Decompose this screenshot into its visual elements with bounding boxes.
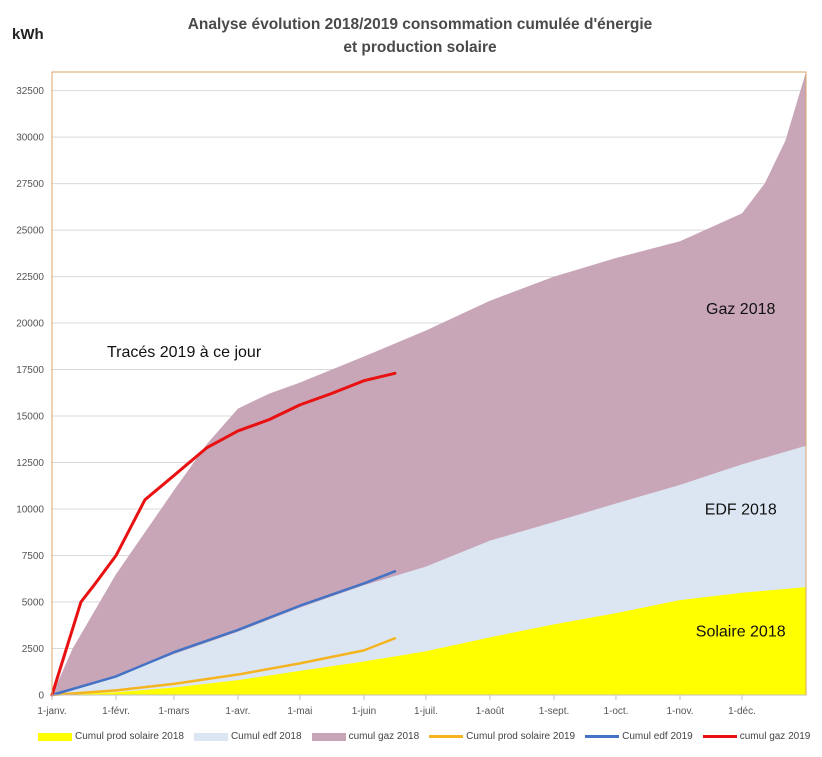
- legend-swatch-4: [585, 735, 620, 738]
- y-tick-label-27500: 27500: [16, 179, 44, 190]
- line-cumul-edf-2019: [50, 570, 397, 697]
- legend-item-3: Cumul prod solaire 2019: [429, 731, 575, 742]
- y-tick-label-7500: 7500: [22, 551, 45, 562]
- area-label-2: Solaire 2018: [696, 623, 786, 640]
- legend-item-1: Cumul edf 2018: [193, 731, 302, 742]
- legend-item-4: Cumul edf 2019: [585, 731, 693, 742]
- area-cumul-prod-solaire-2018: [52, 587, 806, 695]
- line-series: [50, 371, 397, 697]
- area-label-0: Gaz 2018: [706, 301, 775, 318]
- y-tick-label-2500: 2500: [22, 644, 45, 655]
- x-tick-label-2: 1-mars: [158, 706, 189, 717]
- area-label-1: EDF 2018: [705, 502, 777, 519]
- legend-label-0: Cumul prod solaire 2018: [75, 731, 184, 742]
- legend-swatch-5: [702, 735, 737, 738]
- y-tick-label-10000: 10000: [16, 505, 44, 516]
- x-tick-label-11: 1-déc.: [728, 706, 756, 717]
- y-tick-label-15000: 15000: [16, 412, 44, 423]
- axes: 0 2500 5000 7500 10000 12500 15000 17500 20000 22…: [16, 86, 806, 717]
- chart-title-line1: Analyse évolution 2018/2019 consommation…: [187, 16, 653, 33]
- legend-label-5: cumul gaz 2019: [739, 731, 811, 742]
- area-labels: Gaz 2018 EDF 2018 Solaire 2018: [696, 301, 786, 641]
- legend-item-2: cumul gaz 2018: [311, 731, 420, 742]
- x-tick-label-1: 1-févr.: [102, 706, 130, 717]
- legend-swatch-1: [193, 732, 228, 741]
- line-cumul-gaz-2019: [50, 371, 397, 697]
- y-tick-label-20000: 20000: [16, 319, 44, 330]
- x-tick-label-3: 1-avr.: [225, 706, 250, 717]
- x-tick-label-7: 1-août: [476, 706, 505, 717]
- legend-swatch-3: [429, 735, 464, 738]
- y-tick-label-25000: 25000: [16, 226, 44, 237]
- annotation-traces-2019: Tracés 2019 à ce jour: [107, 344, 262, 361]
- y-tick-label-22500: 22500: [16, 272, 44, 283]
- x-tick-label-5: 1-juin: [352, 706, 376, 717]
- legend-item-5: cumul gaz 2019: [702, 731, 811, 742]
- chart-title-line2: et production solaire: [343, 39, 497, 56]
- y-tick-label-17500: 17500: [16, 365, 44, 376]
- y-tick-label-12500: 12500: [16, 458, 44, 469]
- legend-swatch-2: [311, 732, 346, 741]
- y-tick-label-0: 0: [38, 691, 44, 702]
- line-cumul-prod-solaire-2019: [50, 637, 397, 697]
- legend-label-4: Cumul edf 2019: [622, 731, 693, 742]
- x-tick-label-6: 1-juil.: [414, 706, 438, 717]
- legend-swatch-0: [38, 732, 72, 741]
- y-tick-label-30000: 30000: [16, 133, 44, 144]
- x-tick-label-9: 1-oct.: [603, 706, 628, 717]
- legend-item-0: Cumul prod solaire 2018: [38, 731, 184, 742]
- y-axis-unit-label: kWh: [12, 26, 44, 43]
- y-tick-label-32500: 32500: [16, 86, 44, 97]
- area-series: [52, 72, 806, 695]
- legend-label-2: cumul gaz 2018: [348, 731, 420, 742]
- x-tick-label-0: 1-janv.: [37, 706, 66, 717]
- x-tick-label-8: 1-sept.: [539, 706, 570, 717]
- legend: Cumul prod solaire 2018 Cumul edf 2018 cum…: [38, 731, 810, 742]
- y-tick-label-5000: 5000: [22, 598, 45, 609]
- legend-label-1: Cumul edf 2018: [230, 731, 302, 742]
- x-tick-label-10: 1-nov.: [666, 706, 693, 717]
- x-tick-label-4: 1-mai: [287, 706, 312, 717]
- legend-label-3: Cumul prod solaire 2019: [466, 731, 576, 742]
